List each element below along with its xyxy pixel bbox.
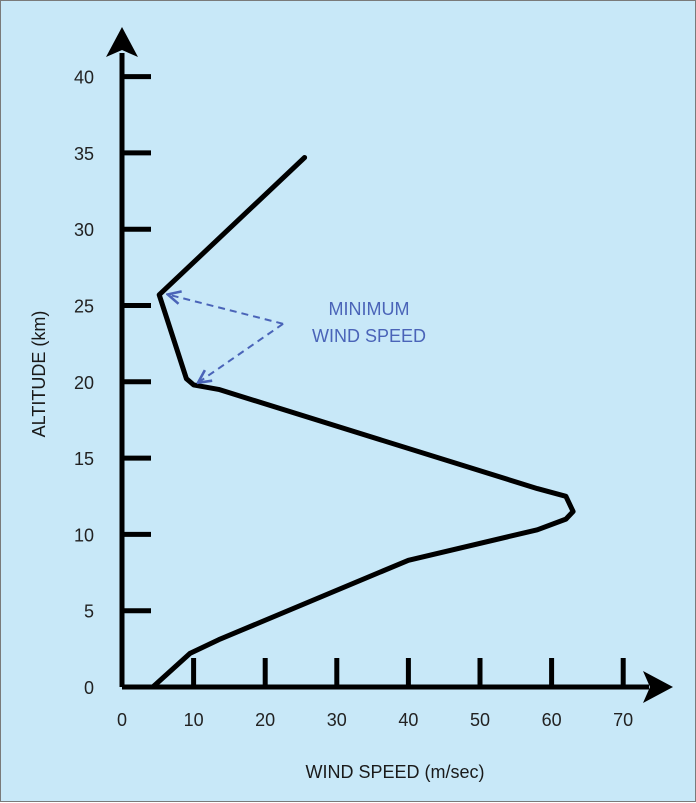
- y-tick-label: 15: [74, 449, 94, 469]
- x-tick-label: 30: [327, 710, 347, 730]
- y-tick-label: 35: [74, 144, 94, 164]
- y-tick-label: 5: [84, 602, 94, 622]
- annotation-arrow: [169, 295, 284, 325]
- y-tick-label: 40: [74, 68, 94, 88]
- annotation-label: MINIMUM: [329, 299, 410, 319]
- y-tick-label: 0: [84, 678, 94, 698]
- x-tick-label: 70: [613, 710, 633, 730]
- y-tick-label: 30: [74, 220, 94, 240]
- annotation-arrow: [199, 322, 284, 382]
- annotation-label: WIND SPEED: [312, 326, 426, 346]
- x-tick-label: 10: [184, 710, 204, 730]
- y-axis-arrowhead: [106, 27, 138, 57]
- y-tick-label: 25: [74, 297, 94, 317]
- x-tick-label: 0: [117, 710, 127, 730]
- y-tick-label: 20: [74, 373, 94, 393]
- x-axis-arrowhead: [643, 671, 673, 703]
- x-tick-label: 50: [470, 710, 490, 730]
- y-tick-label: 10: [74, 525, 94, 545]
- wind-profile-line: [150, 155, 576, 690]
- x-tick-label: 20: [255, 710, 275, 730]
- x-axis-title: WIND SPEED (m/sec): [305, 762, 484, 782]
- y-axis-title: ALTITUDE (km): [29, 311, 49, 438]
- x-tick-label: 40: [398, 710, 418, 730]
- x-tick-label: 60: [542, 710, 562, 730]
